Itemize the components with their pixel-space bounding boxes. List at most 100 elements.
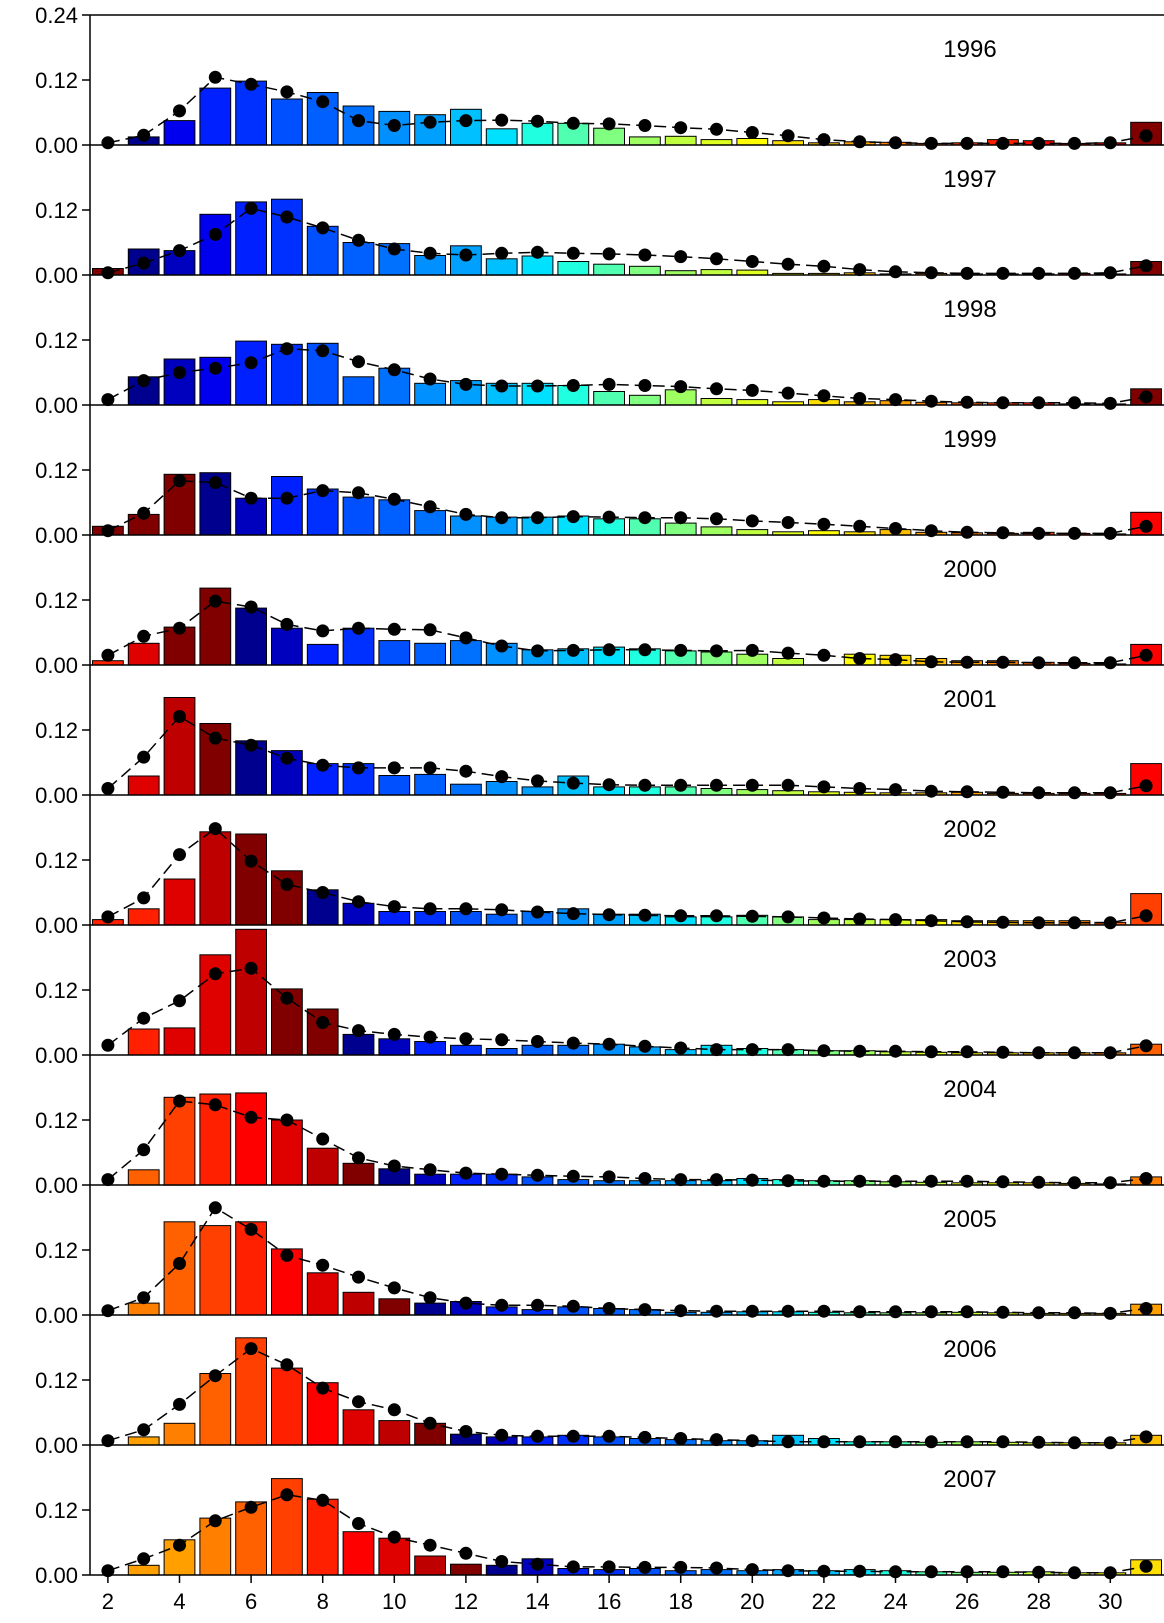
fitted-point-2006-10 bbox=[387, 1403, 401, 1417]
fitted-point-2004-10 bbox=[387, 1159, 401, 1173]
fitted-point-1997-29 bbox=[1068, 266, 1081, 280]
fitted-point-1998-14 bbox=[531, 379, 544, 393]
fitted-point-1999-21 bbox=[781, 516, 795, 529]
panel-1996: 0.00 0.12 1996 bbox=[35, 36, 1164, 158]
fitted-point-2002-2 bbox=[101, 910, 115, 924]
panel-year-label: 2000 bbox=[943, 556, 996, 583]
x-tick-label: 24 bbox=[883, 1589, 907, 1614]
fitted-point-1997-30 bbox=[1103, 266, 1117, 280]
bar-1996-13 bbox=[485, 128, 518, 146]
bar-2006-9 bbox=[342, 1409, 375, 1446]
fitted-point-1999-31 bbox=[1139, 519, 1153, 533]
fitted-point-2004-31 bbox=[1139, 1172, 1153, 1185]
y-tick-label: 0.12 bbox=[35, 328, 78, 353]
fitted-point-2000-15 bbox=[566, 643, 580, 657]
fitted-point-2004-30 bbox=[1103, 1176, 1117, 1190]
fitted-point-1996-3 bbox=[137, 128, 151, 142]
bar-1997-15 bbox=[557, 261, 590, 276]
fitted-point-1999-12 bbox=[459, 507, 473, 521]
fitted-point-2003-25 bbox=[924, 1045, 938, 1059]
fitted-point-2001-21 bbox=[781, 778, 795, 792]
fitted-point-1999-16 bbox=[602, 510, 616, 524]
fitted-point-1997-24 bbox=[889, 265, 902, 279]
fitted-point-1997-28 bbox=[1032, 266, 1046, 280]
fitted-point-2001-23 bbox=[853, 782, 867, 795]
fitted-point-2003-13 bbox=[495, 1033, 509, 1047]
fitted-point-2002-20 bbox=[745, 909, 759, 923]
fitted-point-1998-30 bbox=[1103, 396, 1117, 410]
fitted-point-1999-27 bbox=[996, 526, 1010, 540]
y-tick-label: 0.12 bbox=[35, 588, 78, 613]
fitted-point-1996-6 bbox=[244, 77, 258, 91]
fitted-point-2002-16 bbox=[602, 908, 616, 922]
y-tick-label: 0.12 bbox=[35, 978, 78, 1003]
fitted-point-1997-31 bbox=[1139, 259, 1153, 273]
y-tick-label: 0.12 bbox=[35, 198, 78, 223]
fitted-point-2004-20 bbox=[745, 1173, 759, 1187]
fitted-point-1999-14 bbox=[531, 511, 544, 525]
fitted-point-2001-5 bbox=[208, 731, 222, 745]
fitted-point-2000-24 bbox=[889, 653, 902, 667]
fitted-point-1999-6 bbox=[244, 491, 258, 505]
fitted-point-2003-9 bbox=[352, 1024, 365, 1038]
fitted-point-2003-19 bbox=[710, 1043, 723, 1057]
fitted-point-2001-3 bbox=[137, 750, 151, 764]
fitted-point-2002-27 bbox=[996, 915, 1010, 929]
fitted-point-1997-2 bbox=[101, 266, 115, 280]
bar-2005-9 bbox=[342, 1291, 375, 1316]
bar-1996-4 bbox=[163, 120, 196, 146]
fitted-point-2001-31 bbox=[1139, 779, 1153, 793]
fitted-point-2001-29 bbox=[1068, 786, 1081, 800]
y-tick-label: 0.00 bbox=[35, 1563, 78, 1588]
fitted-point-1998-26 bbox=[960, 395, 974, 409]
fitted-point-1999-10 bbox=[387, 492, 401, 506]
fitted-point-2003-22 bbox=[817, 1044, 831, 1058]
fitted-point-2000-29 bbox=[1068, 656, 1081, 670]
fitted-point-2002-5 bbox=[208, 822, 222, 836]
fitted-point-2001-10 bbox=[387, 761, 401, 775]
fitted-point-2004-11 bbox=[423, 1163, 437, 1177]
bar-2003-10 bbox=[378, 1038, 411, 1056]
fitted-point-2004-6 bbox=[244, 1110, 258, 1124]
fitted-point-2007-19 bbox=[710, 1561, 723, 1575]
fitted-point-2002-13 bbox=[495, 903, 509, 917]
fitted-point-2002-3 bbox=[137, 891, 151, 905]
fitted-point-2001-27 bbox=[996, 785, 1010, 799]
fitted-point-2003-31 bbox=[1139, 1039, 1153, 1053]
fitted-point-2001-19 bbox=[710, 778, 723, 792]
x-tick-label: 2 bbox=[102, 1589, 114, 1614]
fitted-point-2007-16 bbox=[602, 1560, 616, 1574]
fitted-point-2001-8 bbox=[316, 758, 330, 772]
fitted-point-2000-28 bbox=[1032, 656, 1046, 670]
fitted-point-1998-19 bbox=[710, 382, 723, 396]
fitted-point-1996-18 bbox=[674, 121, 688, 135]
fitted-point-1999-4 bbox=[173, 474, 186, 488]
fitted-point-2000-30 bbox=[1103, 656, 1117, 670]
fitted-point-2005-25 bbox=[924, 1305, 938, 1319]
fitted-point-1996-9 bbox=[352, 114, 365, 128]
panel-2005: 0.00 0.12 2005 bbox=[35, 1201, 1164, 1328]
x-tick-label: 6 bbox=[245, 1589, 257, 1614]
y-tick-label: 0.12 bbox=[35, 718, 78, 743]
bar-2000-6 bbox=[235, 607, 267, 666]
x-tick-label: 20 bbox=[740, 1589, 764, 1614]
fitted-point-2000-16 bbox=[602, 643, 616, 657]
fitted-point-2005-29 bbox=[1068, 1306, 1081, 1320]
panel-2002: 0.00 0.12 2002 bbox=[35, 816, 1164, 938]
panel-year-label: 2007 bbox=[943, 1466, 996, 1493]
x-tick-label: 30 bbox=[1098, 1589, 1122, 1614]
y-tick-label: 0.00 bbox=[35, 1303, 78, 1328]
bar-1997-8 bbox=[306, 225, 339, 276]
bar-2007-3 bbox=[127, 1564, 160, 1576]
bar-2000-3 bbox=[127, 642, 160, 666]
fitted-point-2001-12 bbox=[459, 764, 473, 778]
bar-2000-11 bbox=[414, 642, 447, 666]
fitted-point-2007-10 bbox=[387, 1530, 401, 1544]
fitted-point-2000-4 bbox=[173, 621, 186, 635]
bar-2001-10 bbox=[378, 775, 411, 796]
fitted-point-2003-8 bbox=[316, 1016, 330, 1029]
bar-1997-16 bbox=[593, 263, 626, 276]
fitted-point-1996-28 bbox=[1032, 136, 1046, 150]
fitted-point-2001-9 bbox=[352, 761, 365, 775]
fitted-point-2003-15 bbox=[566, 1036, 580, 1050]
